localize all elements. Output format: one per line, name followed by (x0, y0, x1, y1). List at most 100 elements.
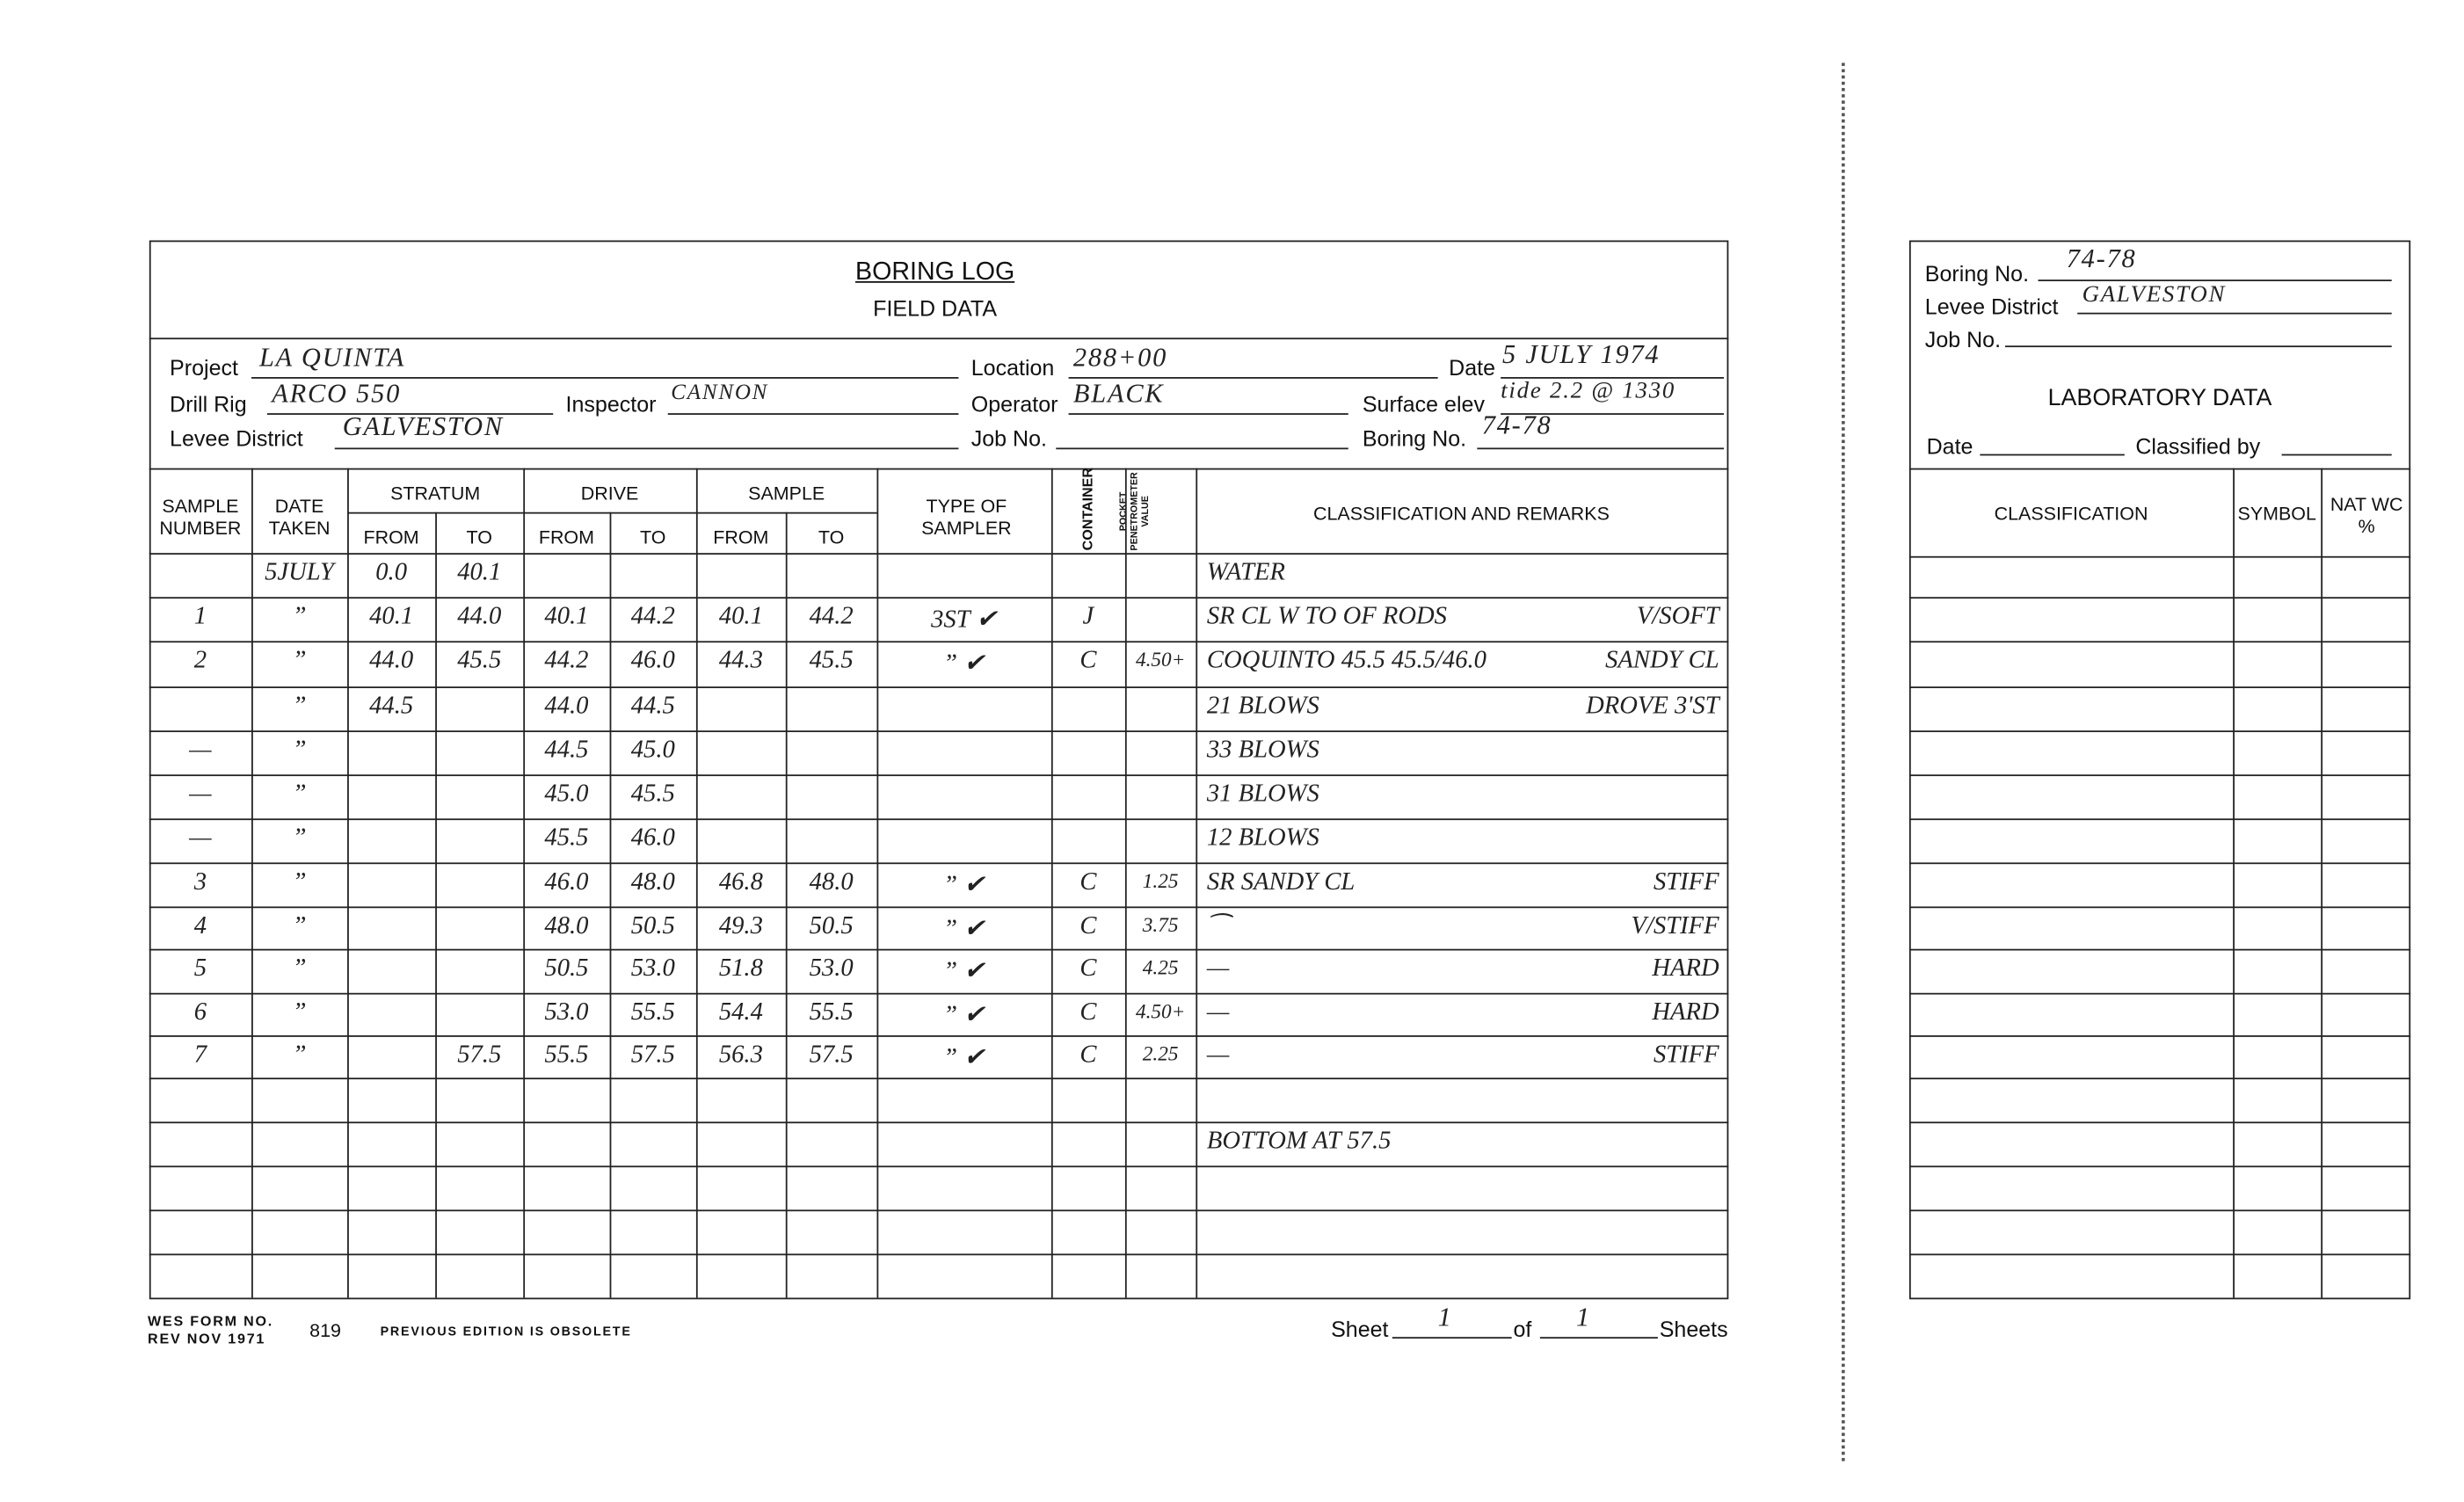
cell-sample-to: 45.5 (809, 647, 854, 674)
remarks-classification: 12 BLOWS (1206, 824, 1319, 852)
cell-drive-from: 48.0 (544, 912, 589, 940)
cell-date-taken: ” (292, 954, 307, 983)
form-revision: REV NOV 1971 (148, 1331, 266, 1346)
remarks-classification: BOTTOM AT 57.5 (1206, 1128, 1392, 1155)
lab-grid-line (1908, 641, 2411, 643)
cell-pocket-penetrometer: 2.25 (1142, 1041, 1179, 1065)
cell-drive-from: 40.1 (544, 603, 589, 630)
lab-header-symbol: SYMBOL (2237, 503, 2316, 526)
cell-sample-from: 44.3 (718, 647, 763, 674)
perforation-line (1842, 62, 1845, 1462)
cell-sample-from: 49.3 (718, 912, 763, 940)
row-divider (149, 1165, 1729, 1168)
cell-date-taken: ” (292, 780, 307, 808)
cell-sample-number: 6 (193, 998, 207, 1027)
cell-sample-to: 44.2 (809, 603, 854, 630)
lab-grid-line (1908, 555, 2411, 558)
row-divider (149, 1209, 1729, 1212)
cell-drive-from: 44.0 (544, 693, 589, 720)
cell-drive-to: 48.0 (630, 868, 675, 896)
project-label: Project (170, 354, 238, 381)
row-divider (149, 948, 1729, 951)
form-title: BORING LOG (855, 258, 1015, 287)
cell-sample-from: 54.4 (718, 998, 763, 1027)
header-stratum-from: FROM (363, 526, 419, 548)
cell-date-taken: ” (292, 912, 307, 940)
lab-classified-label: Classified by (2135, 433, 2261, 459)
lab-job-label: Job No. (1924, 326, 2002, 352)
remarks-classification: 33 BLOWS (1206, 736, 1319, 764)
lab-grid-line (1908, 597, 2411, 599)
row-divider (149, 1078, 1729, 1080)
cell-sampler-type: ” ✔ (943, 1044, 985, 1072)
header-sample: SAMPLE (748, 482, 825, 504)
cell-sampler-type: ” ✔ (943, 958, 985, 985)
row-divider (149, 730, 1729, 733)
header-sample-to: TO (818, 526, 845, 548)
cell-sampler-type: 3ST ✔ (931, 606, 998, 634)
location-label: Location (970, 354, 1055, 381)
lab-grid-line (1908, 1209, 2411, 1212)
row-divider (149, 553, 1729, 555)
cell-container: C (1079, 647, 1097, 674)
lab-grid-line (1908, 948, 2411, 951)
lab-header-nat-wc: NAT WC % (2330, 493, 2403, 538)
cell-container: C (1079, 954, 1097, 983)
project-value: LA QUINTA (258, 342, 406, 373)
sheet-label: Sheet (1331, 1317, 1389, 1342)
remarks-classification: ⁀ (1206, 916, 1227, 943)
cell-stratum-to: 44.0 (457, 603, 502, 630)
surface-elev-value: tide 2.2 @ 1330 (1501, 378, 1676, 404)
cell-drive-from: 44.5 (544, 736, 589, 764)
cell-drive-from: 44.2 (544, 647, 589, 674)
drill-rig-value: ARCO 550 (272, 378, 402, 409)
sheet-value: 1 (1437, 1302, 1453, 1332)
row-divider (149, 906, 1729, 909)
cell-drive-from: 55.5 (544, 1041, 589, 1069)
column-divider (435, 512, 437, 1298)
cell-date-taken: ” (292, 647, 307, 674)
cell-drive-to: 57.5 (630, 1041, 675, 1069)
location-value: 288+00 (1072, 342, 1168, 373)
cell-drive-from: 45.5 (544, 824, 589, 852)
lab-levee-value: GALVESTON (2082, 282, 2227, 308)
header-sample-number: SAMPLE NUMBER (159, 495, 242, 540)
cell-sample-to: 50.5 (809, 912, 854, 940)
header-drive: DRIVE (580, 482, 639, 504)
cell-sample-number: — (189, 736, 212, 764)
cell-sample-from: 51.8 (718, 954, 763, 983)
header-stratum-to: TO (466, 526, 492, 548)
cell-sampler-type: ” ✔ (943, 650, 985, 678)
cell-sampler-type: ” ✔ (943, 1002, 985, 1029)
cell-stratum-from: 44.5 (369, 693, 414, 720)
header-stratum: STRATUM (390, 482, 481, 504)
lab-grid-line (1908, 730, 2411, 733)
cell-date-taken: ” (292, 824, 307, 852)
column-divider (523, 468, 526, 1298)
cell-drive-to: 44.2 (630, 603, 675, 630)
inspector-value: CANNON (671, 381, 769, 406)
row-divider (149, 597, 1729, 599)
drill-rig-label: Drill Rig (170, 391, 247, 417)
column-divider (609, 512, 612, 1298)
cell-date-taken: ” (292, 736, 307, 764)
lab-grid-line (1908, 906, 2411, 909)
cell-drive-to: 44.5 (630, 693, 675, 720)
obsolete-note: PREVIOUS EDITION IS OBSOLETE (380, 1324, 632, 1339)
lab-grid-line (1908, 1078, 2411, 1080)
remarks-classification: 21 BLOWS (1206, 693, 1319, 720)
lab-header-classification: CLASSIFICATION (1994, 503, 2148, 526)
column-divider (251, 468, 253, 1298)
cell-stratum-from: 44.0 (369, 647, 414, 674)
cell-container: J (1082, 603, 1094, 630)
cell-sample-from: 56.3 (718, 1041, 763, 1069)
column-divider (1050, 468, 1053, 1298)
boring-no-value: 74-78 (1481, 410, 1552, 440)
lab-grid-line (1908, 1035, 2411, 1037)
cell-stratum-to: 45.5 (457, 647, 502, 674)
remarks-classification: — (1206, 998, 1230, 1027)
remarks-classification: 31 BLOWS (1206, 780, 1319, 808)
remarks-classification: WATER (1206, 559, 1285, 586)
cell-date-taken: ” (292, 603, 307, 630)
